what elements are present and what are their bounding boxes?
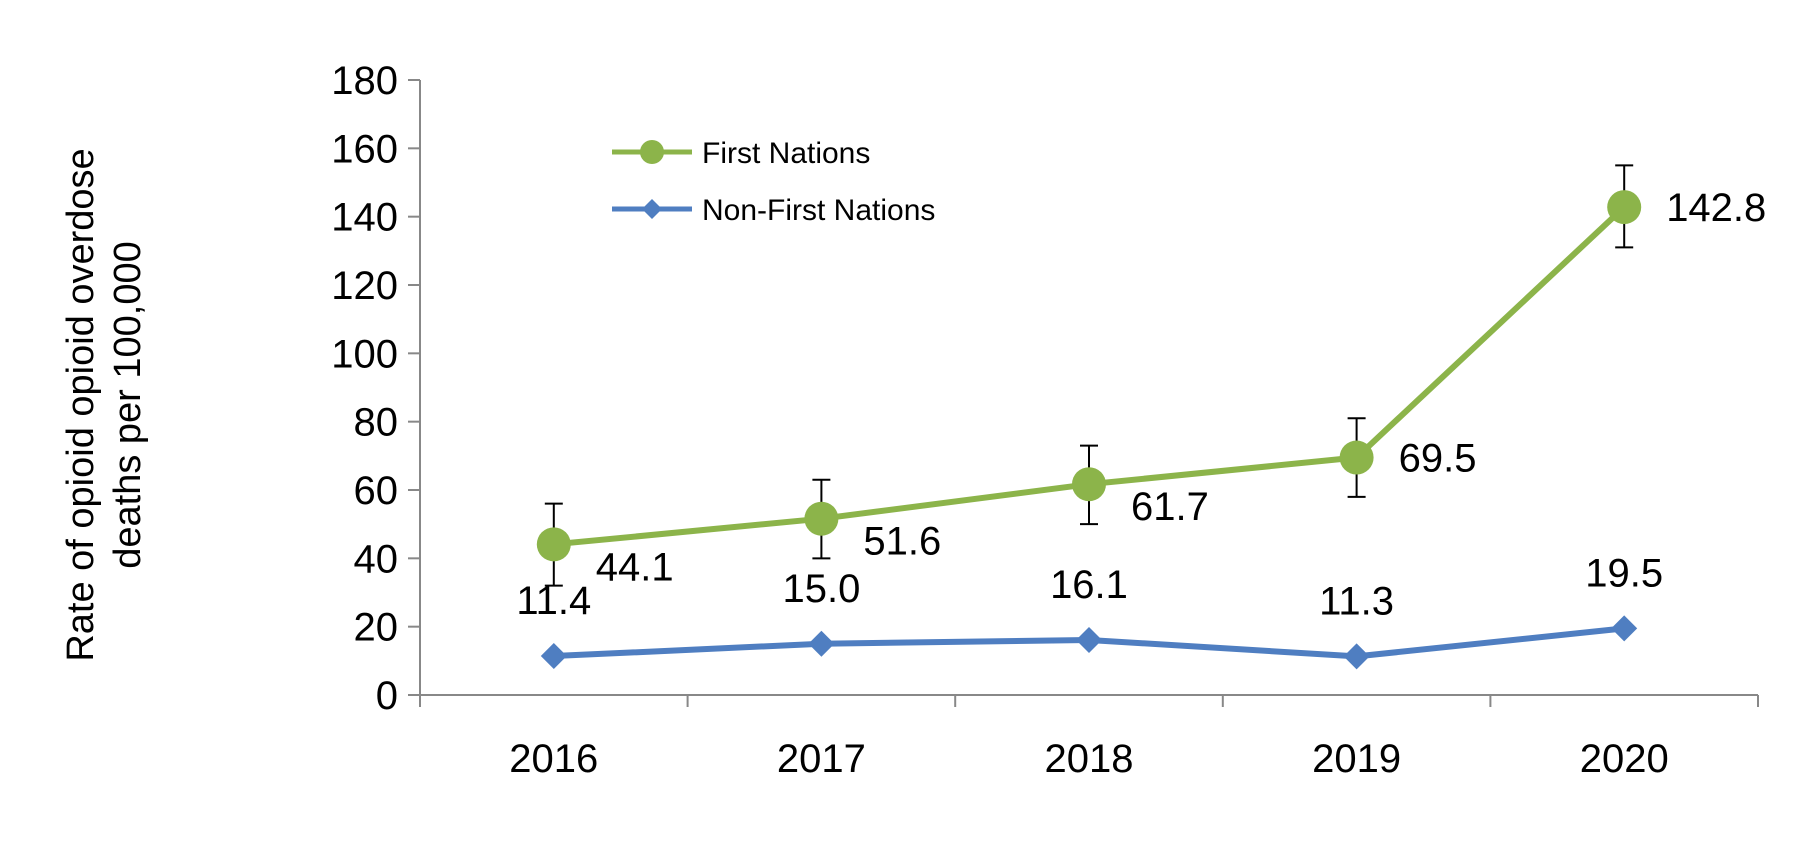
x-tick-label: 2018	[1045, 737, 1134, 781]
data-label: 51.6	[863, 520, 941, 564]
data-label: 44.1	[596, 545, 674, 589]
data-label: 19.5	[1585, 551, 1663, 595]
data-point	[808, 630, 835, 657]
data-point	[1607, 190, 1642, 225]
data-point	[1076, 626, 1102, 653]
data-label: 61.7	[1131, 485, 1209, 529]
y-tick-label: 160	[331, 127, 398, 171]
data-label: 15.0	[782, 567, 860, 611]
series-0: 44.1 51.6 61.7 69.5 142.8	[536, 164, 1766, 589]
x-tick-label: 2017	[777, 737, 866, 781]
data-label: 11.4	[516, 579, 591, 623]
data-point	[1072, 467, 1106, 502]
data-point	[540, 643, 567, 670]
data-label: 11.3	[1319, 579, 1394, 623]
x-tick-label: 2020	[1580, 737, 1669, 781]
y-tick-label: 140	[331, 196, 398, 240]
legend-marker	[642, 199, 662, 219]
legend-marker	[640, 140, 664, 164]
y-tick-label: 60	[354, 469, 399, 513]
y-axis-title: Rate of opioid opioid overdose deaths pe…	[60, 148, 149, 661]
legend-label: First Nations	[702, 137, 870, 170]
data-point	[804, 501, 839, 536]
x-tick-label: 2016	[509, 737, 598, 781]
series-1: 11.4 15.0 16.1 11.3 19.5	[516, 551, 1663, 670]
data-point	[536, 527, 571, 562]
y-tick-label: 20	[354, 606, 399, 650]
legend: First Nations Non-First Nations	[612, 137, 935, 227]
data-point	[1611, 615, 1638, 642]
x-tick-label: 2019	[1312, 737, 1401, 781]
data-point	[1339, 440, 1374, 475]
y-tick-label: 100	[331, 332, 398, 376]
y-axis-title-line-2: deaths per 100,000	[107, 241, 149, 569]
data-point	[1343, 643, 1370, 670]
y-axis-ticks: 0 20 40 60 80 100 120 140 160 180	[331, 59, 420, 718]
data-label: 69.5	[1399, 437, 1477, 481]
data-label: 142.8	[1666, 186, 1766, 230]
legend-label: Non-First Nations	[702, 194, 935, 227]
y-tick-label: 180	[331, 59, 398, 103]
y-tick-label: 120	[331, 264, 398, 308]
x-axis-ticks: 2016 2017 2018 2019 2020	[419, 695, 1759, 781]
series-layer: 44.1 51.6 61.7 69.5 142.8 11.4 15.0 16.1 11.3 19.…	[516, 164, 1766, 670]
axes	[419, 80, 1758, 696]
y-tick-label: 80	[354, 401, 399, 445]
data-label: 16.1	[1050, 563, 1128, 607]
y-tick-label: 0	[376, 674, 398, 718]
y-tick-label: 40	[354, 537, 399, 581]
y-axis-title-line-1: Rate of opioid opioid overdose	[60, 148, 102, 661]
